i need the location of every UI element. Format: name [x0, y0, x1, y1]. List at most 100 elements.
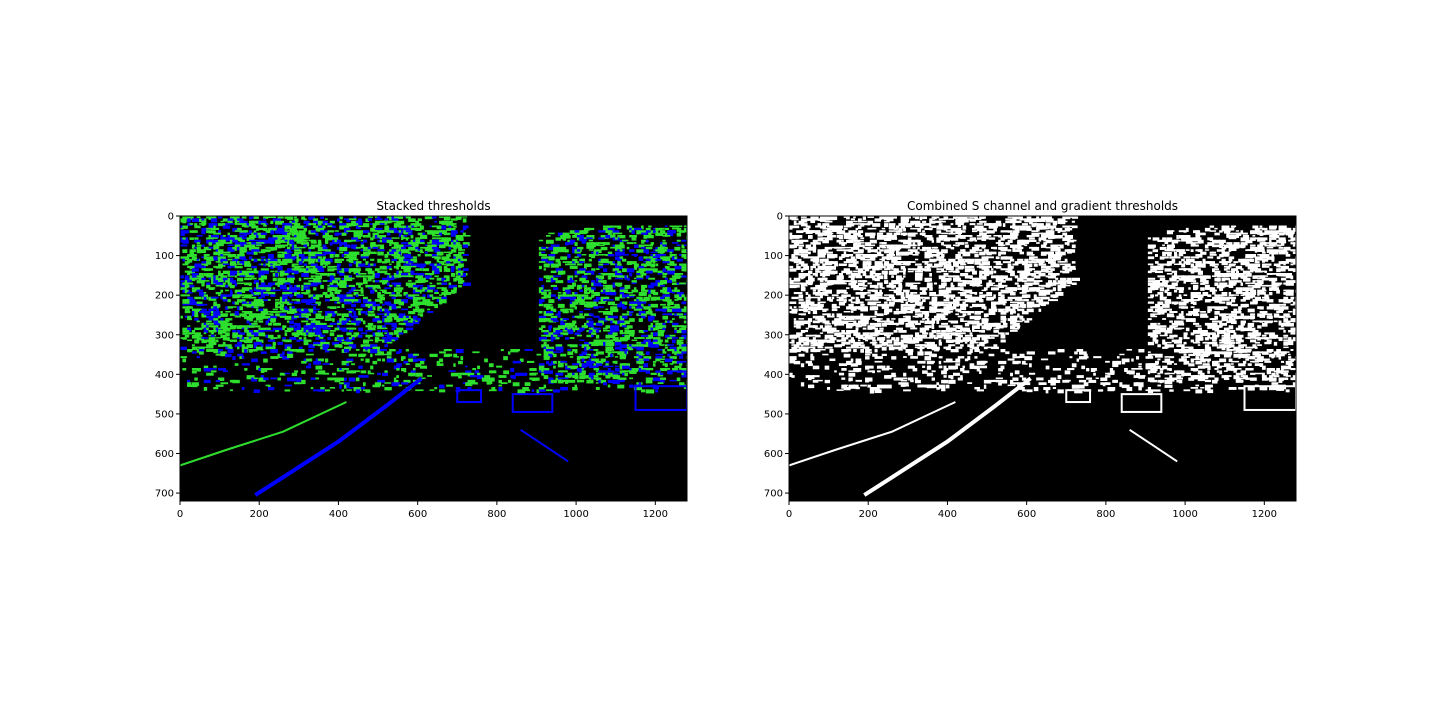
threshold-pixel	[355, 263, 361, 268]
threshold-pixel	[420, 365, 427, 369]
threshold-pixel	[1017, 239, 1023, 244]
threshold-pixel	[867, 216, 874, 218]
threshold-pixel	[650, 268, 658, 273]
threshold-pixel	[886, 218, 894, 222]
threshold-pixel	[969, 218, 976, 222]
threshold-pixel	[334, 379, 341, 383]
threshold-pixel	[301, 370, 306, 375]
threshold-pixel	[1195, 235, 1201, 238]
threshold-pixel	[244, 287, 253, 290]
threshold-pixel	[638, 268, 647, 272]
threshold-pixel	[550, 339, 554, 342]
threshold-pixel	[336, 294, 344, 298]
threshold-pixel	[294, 265, 301, 271]
threshold-pixel	[652, 296, 661, 301]
threshold-pixel	[436, 287, 445, 289]
threshold-pixel	[981, 232, 987, 235]
threshold-pixel	[671, 225, 680, 228]
threshold-pixel	[507, 379, 512, 383]
threshold-pixel	[382, 265, 386, 269]
threshold-pixel	[1052, 220, 1058, 225]
threshold-pixel	[1280, 265, 1285, 269]
threshold-pixel	[1050, 263, 1054, 268]
threshold-pixel	[1250, 244, 1256, 247]
threshold-pixel	[874, 261, 883, 264]
threshold-pixel	[374, 268, 380, 272]
threshold-pixel	[1031, 256, 1038, 259]
threshold-pixel	[660, 251, 664, 254]
threshold-pixel	[206, 258, 214, 262]
threshold-pixel	[569, 325, 574, 329]
threshold-pixel	[614, 339, 622, 343]
threshold-pixel	[655, 356, 663, 359]
threshold-pixel	[367, 246, 371, 251]
threshold-pixel	[310, 325, 317, 330]
threshold-pixel	[798, 244, 805, 247]
threshold-pixel	[263, 218, 266, 221]
threshold-pixel	[679, 368, 684, 370]
threshold-pixel	[191, 330, 196, 335]
threshold-pixel	[458, 249, 466, 251]
threshold-pixel	[955, 220, 960, 225]
threshold-pixel	[460, 216, 468, 218]
threshold-pixel	[258, 332, 266, 337]
threshold-pixel	[586, 320, 591, 324]
threshold-pixel	[286, 268, 294, 272]
threshold-pixel	[324, 315, 331, 318]
threshold-pixel	[308, 256, 312, 261]
threshold-pixel	[929, 227, 933, 231]
threshold-pixel	[322, 346, 328, 351]
threshold-pixel	[358, 375, 362, 378]
threshold-pixel	[403, 258, 412, 263]
threshold-pixel	[379, 230, 385, 232]
threshold-pixel	[531, 372, 538, 375]
threshold-pixel	[1259, 225, 1263, 228]
threshold-pixel	[315, 315, 321, 319]
threshold-pixel	[624, 287, 629, 290]
threshold-pixel	[379, 223, 386, 225]
threshold-pixel	[324, 249, 331, 254]
threshold-pixel	[679, 273, 684, 275]
threshold-pixel	[538, 315, 547, 319]
threshold-pixel	[1278, 227, 1286, 231]
threshold-pixel	[800, 218, 808, 223]
threshold-pixel	[441, 225, 447, 230]
threshold-pixel	[260, 232, 267, 236]
threshold-pixel	[498, 387, 503, 392]
threshold-pixel	[213, 246, 219, 250]
threshold-pixel	[645, 263, 652, 267]
threshold-pixel	[576, 330, 581, 332]
threshold-pixel	[336, 313, 342, 316]
threshold-pixel	[218, 216, 223, 219]
threshold-pixel	[289, 311, 296, 314]
threshold-pixel	[1278, 265, 1282, 268]
threshold-pixel	[565, 363, 568, 366]
threshold-pixel	[417, 263, 423, 268]
threshold-pixel	[1038, 263, 1047, 266]
threshold-pixel	[315, 294, 324, 298]
threshold-pixel	[203, 387, 208, 391]
threshold-pixel	[191, 254, 196, 258]
threshold-pixel	[1069, 265, 1076, 270]
threshold-pixel	[218, 256, 226, 260]
threshold-pixel	[208, 216, 217, 220]
threshold-pixel	[246, 375, 255, 380]
threshold-pixel	[1000, 242, 1004, 247]
threshold-pixel	[429, 244, 437, 249]
threshold-pixel	[969, 237, 973, 242]
threshold-pixel	[591, 341, 599, 347]
threshold-pixel	[810, 242, 819, 245]
threshold-pixel	[187, 282, 194, 285]
threshold-pixel	[586, 334, 593, 338]
threshold-pixel	[284, 254, 292, 259]
threshold-pixel	[322, 220, 328, 225]
threshold-pixel	[850, 237, 858, 240]
threshold-pixel	[455, 237, 464, 241]
threshold-pixel	[650, 263, 656, 268]
threshold-pixel	[420, 289, 427, 292]
threshold-pixel	[196, 303, 204, 307]
threshold-pixel	[234, 344, 243, 348]
threshold-pixel	[334, 311, 338, 314]
threshold-pixel	[631, 370, 635, 373]
threshold-pixel	[1029, 256, 1035, 261]
